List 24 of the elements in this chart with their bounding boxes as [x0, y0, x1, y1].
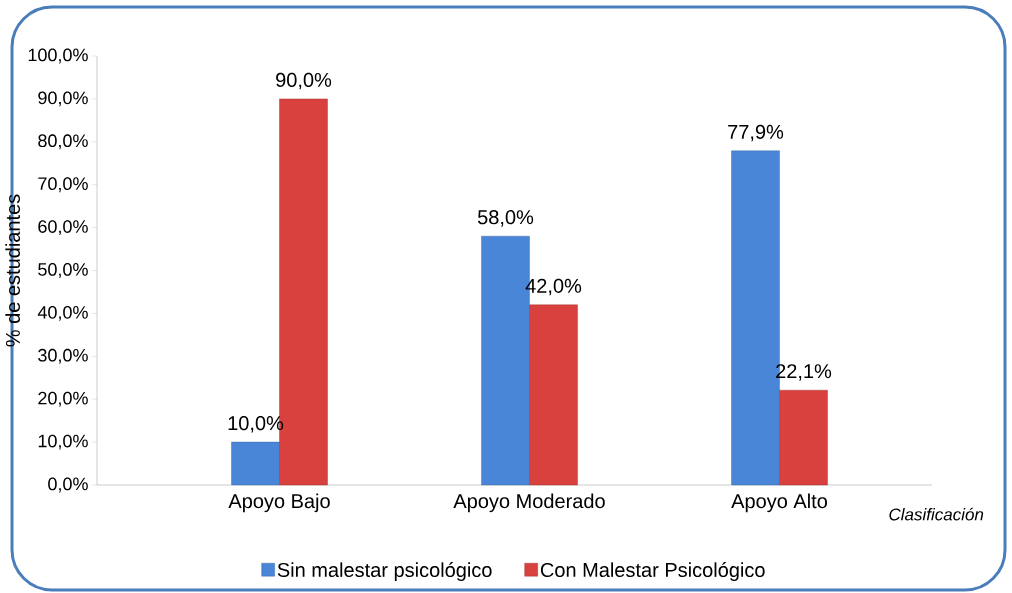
y-tick-label: 0,0% — [48, 477, 88, 493]
x-axis-title: Clasificación — [889, 507, 984, 521]
bar — [529, 304, 578, 486]
data-label: 58,0% — [477, 210, 534, 227]
y-tick-label: 80,0% — [38, 134, 88, 150]
y-tick-label: 60,0% — [38, 220, 88, 236]
y-tick-label: 40,0% — [37, 305, 88, 321]
bar — [231, 441, 280, 486]
y-tick-label: 10,0% — [38, 434, 88, 450]
y-tick-label: 70,0% — [38, 177, 88, 193]
legend-label: Sin malestar psicológico — [277, 562, 492, 581]
y-axis-title: % de estudiantes — [5, 194, 20, 347]
data-label: 77,9% — [728, 124, 784, 142]
y-tick-label: 30,0% — [38, 348, 88, 364]
bar — [779, 389, 828, 486]
x-tick-label: Apoyo Alto — [731, 493, 828, 513]
x-tick-label: Apoyo Moderado — [453, 493, 605, 513]
y-tick-label: 20,0% — [38, 391, 88, 407]
legend-label: Con Malestar Psicológico — [540, 562, 765, 581]
y-tick-label: 50,0% — [38, 263, 88, 278]
y-tick-label: 90,0% — [38, 91, 88, 107]
data-label: 90,0% — [276, 72, 332, 90]
y-tick-label: 100,0% — [28, 48, 88, 64]
x-tick-label: Apoyo Bajo — [228, 493, 330, 513]
